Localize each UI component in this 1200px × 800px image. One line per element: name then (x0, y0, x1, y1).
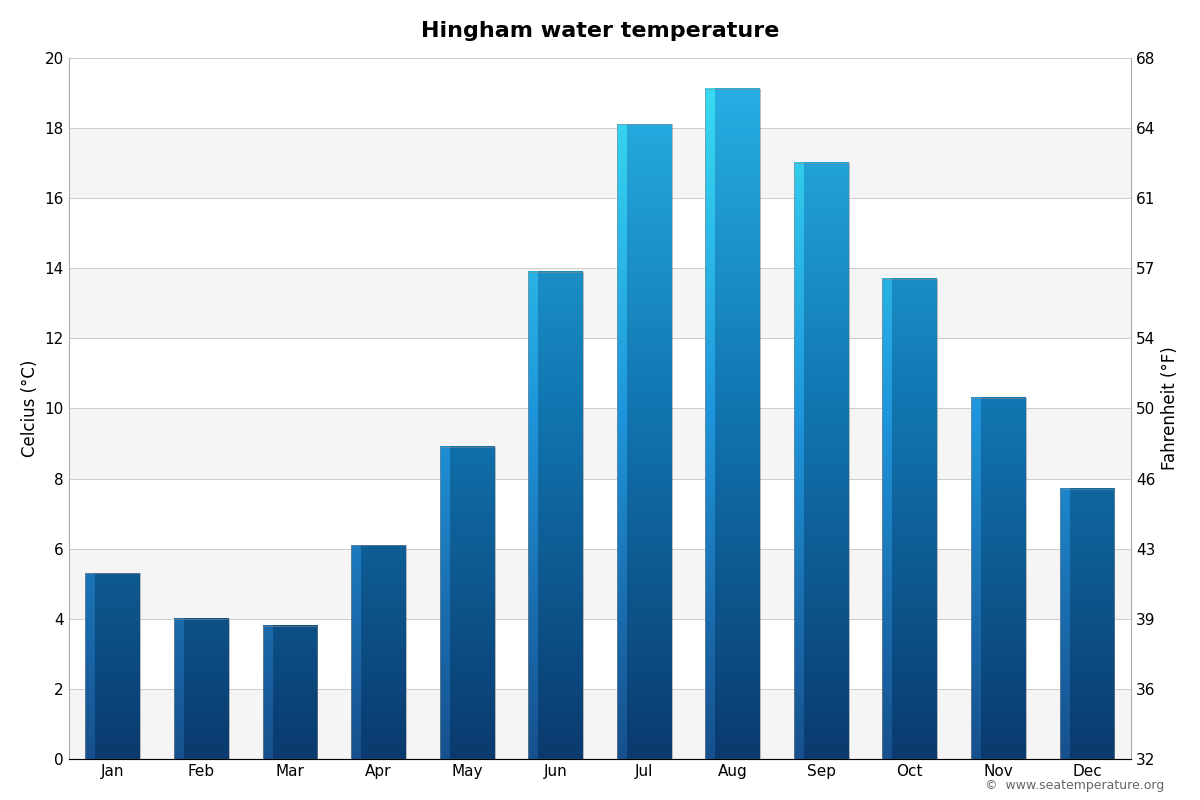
Text: ©  www.seatemperature.org: © www.seatemperature.org (985, 779, 1164, 792)
Bar (617, 124, 672, 759)
Bar (528, 272, 583, 759)
Bar (882, 278, 937, 759)
Bar (263, 626, 318, 759)
Bar (971, 398, 1026, 759)
Y-axis label: Fahrenheit (°F): Fahrenheit (°F) (1162, 346, 1180, 470)
Bar (352, 546, 406, 759)
Bar (68, 689, 1132, 759)
Bar (794, 163, 848, 759)
Bar (68, 619, 1132, 689)
Bar (68, 128, 1132, 198)
Bar (68, 478, 1132, 549)
Y-axis label: Celcius (°C): Celcius (°C) (20, 360, 38, 457)
Bar (68, 58, 1132, 128)
Bar (68, 409, 1132, 478)
Bar (85, 574, 140, 759)
Bar (68, 549, 1132, 619)
Bar (174, 619, 229, 759)
Bar (439, 447, 494, 759)
Bar (68, 338, 1132, 409)
Bar (706, 90, 761, 759)
Title: Hingham water temperature: Hingham water temperature (421, 21, 779, 41)
Bar (68, 198, 1132, 268)
Bar (68, 268, 1132, 338)
Bar (1060, 489, 1115, 759)
